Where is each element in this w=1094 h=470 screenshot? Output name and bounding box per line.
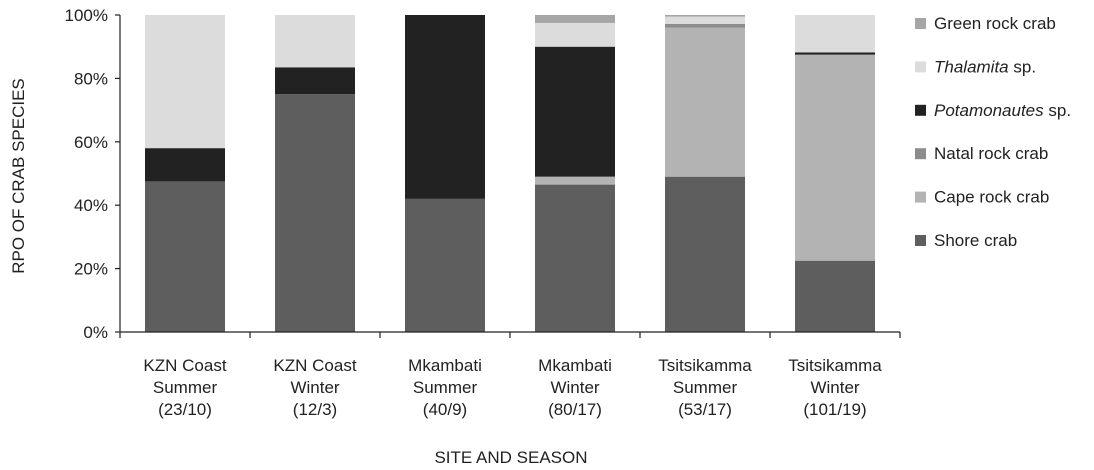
y-tick-label: 40% xyxy=(74,196,108,215)
bar-segment-cape-rock-crab-4 xyxy=(665,27,745,177)
legend-label: Green rock crab xyxy=(934,14,1056,33)
legend-label: Shore crab xyxy=(934,231,1017,250)
y-tick-label: 80% xyxy=(74,69,108,88)
bar-segment-shore-crab-3 xyxy=(535,184,615,332)
x-axis-title: SITE AND SEASON xyxy=(434,448,587,467)
bars-layer xyxy=(145,15,875,332)
x-category-label: Tsitsikamma Winter (101/19) xyxy=(788,356,882,419)
legend-label: Thalamita sp. xyxy=(934,57,1036,76)
legend-swatch xyxy=(915,61,926,73)
bar-segment-potamonautes-sp-3 xyxy=(535,46,615,177)
bar-segment-potamonautes-sp-2 xyxy=(405,15,485,199)
x-category-label: Mkambati Winter (80/17) xyxy=(538,356,612,419)
y-tick-label: 20% xyxy=(74,260,108,279)
bar-segment-shore-crab-5 xyxy=(795,260,875,332)
y-tick-label: 100% xyxy=(65,6,108,25)
y-tick-labels: 0% 20% 40% 60% 80% 100% xyxy=(65,6,108,342)
axes-layer xyxy=(115,14,901,338)
y-tick-label: 60% xyxy=(74,133,108,152)
bar-segment-potamonautes-sp-1 xyxy=(275,67,355,95)
legend-swatch xyxy=(915,235,926,246)
bar-segment-natal-rock-crab-4 xyxy=(665,23,745,28)
bar-segment-thalamita-sp-1 xyxy=(275,15,355,68)
legend: Green rock crab Thalamita sp. Potamonautes… xyxy=(915,14,1071,250)
bar-segment-thalamita-sp-4 xyxy=(665,16,745,24)
y-axis-title: RPO OF CRAB SPECIES xyxy=(9,78,28,274)
bar-segment-cape-rock-crab-3 xyxy=(535,176,615,185)
legend-swatch xyxy=(915,18,926,29)
bar-segment-green-rock-crab-4 xyxy=(665,15,745,17)
legend-label: Potamonautes sp. xyxy=(934,101,1071,120)
bar-segment-thalamita-sp-0 xyxy=(145,15,225,149)
legend-swatch xyxy=(915,191,926,203)
x-category-label: KZN Coast Winter (12/3) xyxy=(273,356,356,419)
bar-segment-shore-crab-2 xyxy=(405,198,485,332)
legend-label: Cape rock crab xyxy=(934,188,1049,207)
bar-segment-shore-crab-0 xyxy=(145,181,225,332)
bar-segment-shore-crab-1 xyxy=(275,94,355,332)
bar-segment-shore-crab-4 xyxy=(665,176,745,332)
bar-segment-thalamita-sp-3 xyxy=(535,22,615,47)
bar-segment-cape-rock-crab-5 xyxy=(795,54,875,261)
x-category-label: KZN Coast Summer (23/10) xyxy=(143,356,226,419)
y-tick-label: 0% xyxy=(83,323,108,342)
x-category-label: Mkambati Summer (40/9) xyxy=(408,356,482,419)
bar-segment-thalamita-sp-5 xyxy=(795,15,875,53)
bar-segment-potamonautes-sp-5 xyxy=(795,52,875,55)
legend-label: Natal rock crab xyxy=(934,144,1048,163)
x-category-label: Tsitsikamma Summer (53/17) xyxy=(658,356,752,419)
legend-swatch xyxy=(915,104,926,116)
bar-segment-potamonautes-sp-0 xyxy=(145,148,225,182)
legend-swatch xyxy=(915,148,926,160)
bar-segment-green-rock-crab-3 xyxy=(535,15,615,23)
x-category-labels: KZN Coast Summer (23/10) KZN Coast Winter (12… xyxy=(143,356,882,419)
